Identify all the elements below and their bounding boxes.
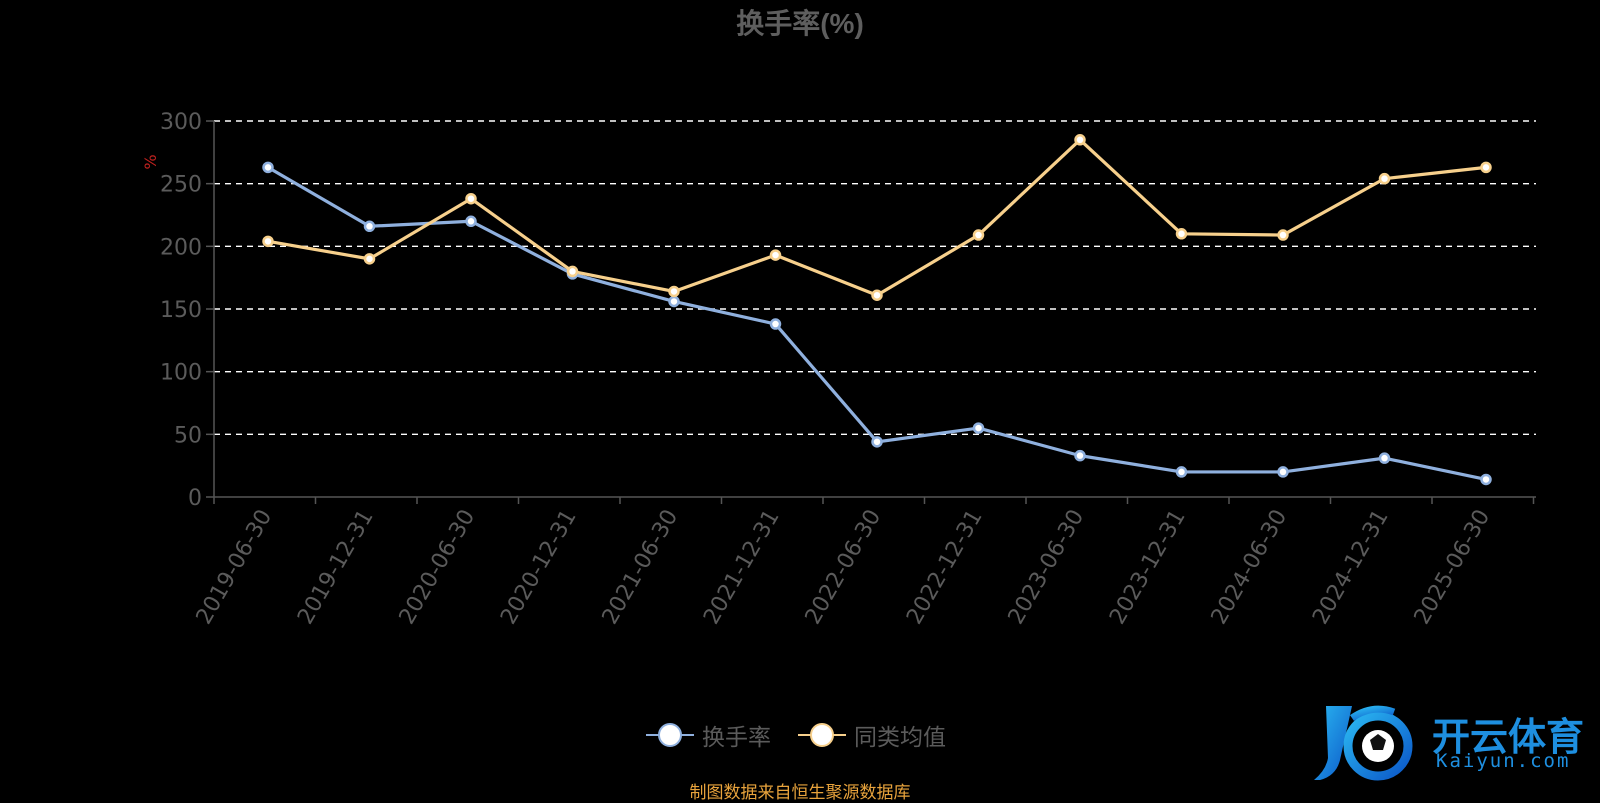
legend-swatch-peer-average [798, 720, 846, 750]
y-axis-unit-label: % [141, 154, 160, 169]
data-point-0[interactable] [769, 318, 782, 330]
data-point-0[interactable] [465, 215, 477, 228]
data-source-note: 制图数据来自恒生聚源数据库 [689, 783, 911, 803]
data-point-0[interactable] [262, 161, 274, 174]
x-tick-label: 2022-12-31 [902, 506, 988, 629]
data-point-1[interactable] [1074, 134, 1086, 146]
series-line-1 [267, 138, 1487, 297]
x-tick-label: 2024-12-31 [1308, 506, 1394, 629]
data-point-0[interactable] [1378, 452, 1391, 464]
data-point-0[interactable] [871, 436, 883, 448]
x-tick-label: 2023-12-31 [1105, 506, 1191, 629]
data-point-1[interactable] [262, 235, 274, 248]
data-point-1[interactable] [668, 285, 680, 298]
brand-logo: 开云体育 Kaiyun.com [1312, 700, 1592, 786]
legend-swatch-turnover [646, 720, 694, 750]
data-point-1[interactable] [566, 265, 579, 278]
x-tick-label: 2023-06-30 [1004, 506, 1090, 629]
data-point-1[interactable] [871, 289, 883, 301]
legend: 换手率 同类均值 [0, 714, 1600, 756]
legend-label: 同类均值 [854, 725, 946, 751]
data-point-1[interactable] [769, 249, 782, 261]
data-point-0[interactable] [1480, 473, 1492, 486]
data-point-0[interactable] [363, 220, 376, 233]
x-tick-label: 2020-06-30 [395, 506, 481, 629]
data-point-0[interactable] [1074, 449, 1086, 462]
kaiyun-logo-icon [1314, 705, 1413, 781]
y-tick-label: 250 [160, 173, 202, 198]
series-layer [262, 134, 1492, 486]
data-point-1[interactable] [465, 192, 477, 205]
y-tick-label: 300 [160, 110, 202, 135]
data-point-1[interactable] [1277, 229, 1289, 241]
x-tick-label: 2021-12-31 [699, 506, 785, 629]
data-point-0[interactable] [668, 295, 680, 308]
x-tick-label: 2021-06-30 [598, 506, 684, 629]
legend-item-peer-average[interactable]: 同类均值 [798, 714, 946, 756]
y-tick-label: 200 [160, 235, 202, 260]
data-point-1[interactable] [1175, 228, 1188, 240]
data-point-0[interactable] [972, 422, 985, 434]
x-tick-label: 2025-06-30 [1410, 506, 1496, 629]
series-line-0 [267, 165, 1487, 482]
grid [214, 120, 1536, 436]
logo-subtext: Kaiyun.com [1436, 750, 1571, 772]
x-tick-label: 2019-12-31 [293, 506, 379, 629]
x-tick-label: 2024-06-30 [1207, 506, 1293, 629]
x-tick-label: 2022-06-30 [801, 506, 887, 629]
x-tick-label: 2019-06-30 [192, 506, 278, 629]
y-tick-label: 50 [174, 423, 202, 448]
data-point-1[interactable] [972, 229, 985, 241]
data-point-0[interactable] [1277, 466, 1289, 478]
y-tick-label: 150 [160, 298, 202, 323]
y-tick-label: 100 [160, 361, 202, 386]
legend-item-turnover[interactable]: 换手率 [646, 714, 771, 756]
data-point-1[interactable] [1378, 172, 1391, 185]
y-tick-label: 0 [188, 486, 202, 511]
chart-title: 换手率(%) [736, 7, 864, 39]
data-point-1[interactable] [363, 253, 376, 265]
data-point-0[interactable] [1175, 466, 1188, 478]
logo-text: 开云体育 [1432, 715, 1585, 759]
legend-label: 换手率 [702, 725, 771, 751]
data-point-1[interactable] [1480, 161, 1492, 174]
x-tick-label: 2020-12-31 [496, 506, 582, 629]
